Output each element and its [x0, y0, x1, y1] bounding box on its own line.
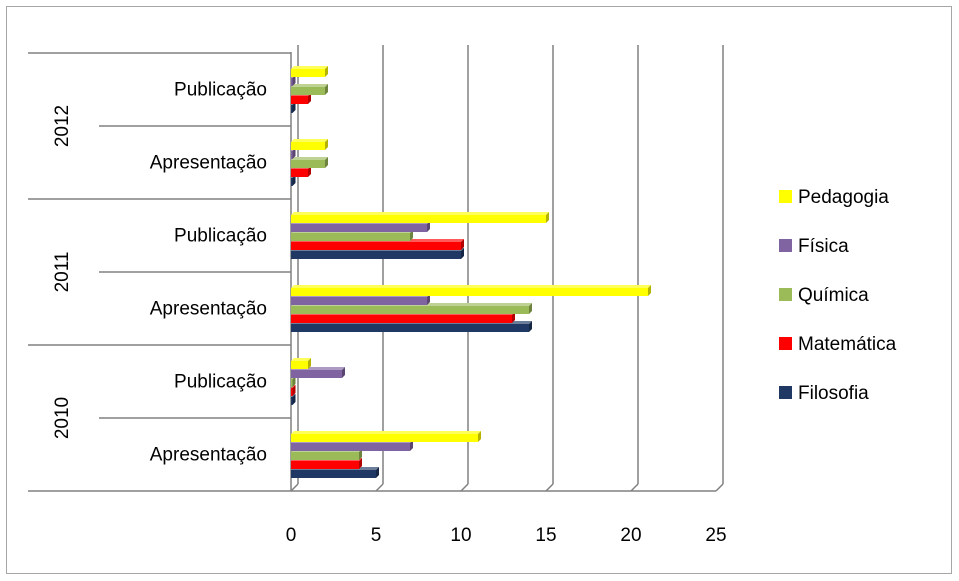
bars [291, 66, 651, 478]
legend-label: Pedagogia [798, 187, 889, 208]
legend: Pedagogia Física Química Matemática Filosofi… [779, 187, 897, 404]
legend-item-matemática: Matemática [779, 334, 897, 355]
gridline-floor [375, 483, 384, 492]
x-tick-label: 0 [286, 525, 297, 546]
legend-item-física: Física [779, 236, 849, 257]
gridline-floor [545, 483, 554, 492]
x-tick-label: 10 [450, 525, 471, 546]
legend-item-filosofia: Filosofia [779, 383, 869, 404]
gridline-floor [630, 483, 639, 492]
group-year-label: 2011 [52, 252, 73, 293]
group-year-label: 2010 [52, 397, 73, 439]
group-year-label: 2012 [52, 105, 73, 147]
plot-walls [290, 45, 716, 492]
bar-química [291, 157, 328, 168]
gridlines [375, 45, 724, 492]
x-tick-label: 15 [535, 525, 556, 546]
legend-swatch [779, 190, 792, 203]
bar-pedagogia [291, 285, 651, 296]
legend-item-química: Química [779, 285, 869, 306]
bar-pedagogia [291, 212, 549, 223]
legend-swatch [779, 386, 792, 399]
bar-pedagogia [291, 139, 328, 150]
legend-label: Química [798, 285, 869, 306]
x-tick-label: 25 [705, 525, 726, 546]
category-label: Publicação [174, 80, 267, 101]
legend-item-pedagogia: Pedagogia [779, 187, 889, 208]
category-label: Publicação [174, 372, 267, 393]
legend-swatch [779, 337, 792, 350]
bar-pedagogia [291, 431, 481, 442]
legend-swatch [779, 288, 792, 301]
legend-label: Física [798, 236, 849, 257]
bar-pedagogia [291, 358, 311, 369]
x-axis-ticks: 0 5 10 15 20 25 [286, 525, 727, 546]
legend-swatch [779, 239, 792, 252]
category-label: Apresentação [150, 445, 267, 466]
gridline-floor [715, 483, 724, 492]
category-label: Apresentação [150, 153, 267, 174]
category-label: Publicação [174, 226, 267, 247]
category-axis: Apresentação Publicação Apresentação Public… [28, 52, 291, 492]
category-label: Apresentação [150, 299, 267, 320]
bar-pedagogia [291, 66, 328, 77]
bar-matemática [291, 385, 296, 396]
x-tick-label: 5 [371, 525, 382, 546]
gridline-floor [460, 483, 469, 492]
legend-label: Matemática [798, 334, 897, 355]
chart-frame [6, 6, 952, 574]
x-tick-label: 20 [620, 525, 641, 546]
legend-label: Filosofia [798, 383, 869, 404]
bar-filosofia [291, 394, 296, 405]
bar-química [291, 84, 328, 95]
